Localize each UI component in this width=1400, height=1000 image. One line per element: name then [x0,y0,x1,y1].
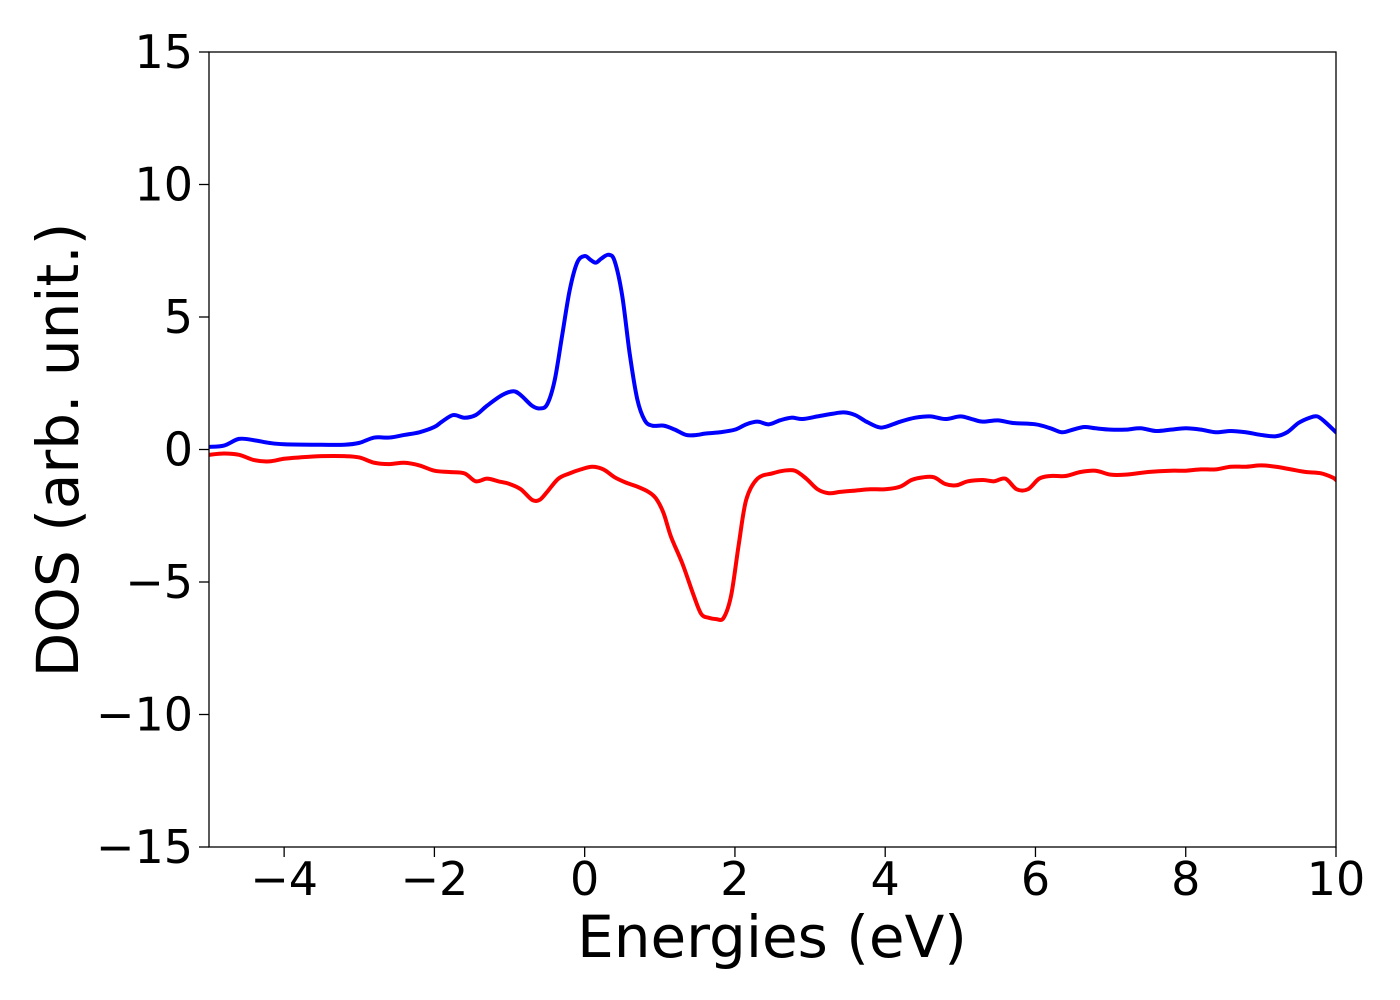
x-tick-label: 6 [1021,852,1050,906]
x-tick-label: −4 [250,852,318,906]
y-tick-label: 0 [164,423,193,477]
y-tick-label: 15 [134,25,193,79]
y-tick-label: −15 [96,820,193,874]
x-tick-label: 4 [871,852,900,906]
series-layer [209,252,1336,622]
y-tick-label: 10 [134,158,193,212]
x-tick-label: 10 [1307,852,1366,906]
x-tick-label: 0 [570,852,599,906]
series-line-2 [209,451,1336,622]
x-tick-label: 2 [720,852,749,906]
x-tick-label: 8 [1171,852,1200,906]
y-axis-label: DOS (arb. unit.) [24,223,92,678]
y-tick-label: −5 [125,555,193,609]
y-tick-label: 5 [164,290,193,344]
y-tick-label: −10 [96,688,193,742]
ticks-layer: −4 −2 0 2 4 6 8 10 −15 −10 −5 0 5 10 15 [96,25,1365,906]
series-line-1 [209,252,1336,449]
x-axis-label: Energies (eV) [577,903,967,971]
x-tick-label: −2 [400,852,468,906]
